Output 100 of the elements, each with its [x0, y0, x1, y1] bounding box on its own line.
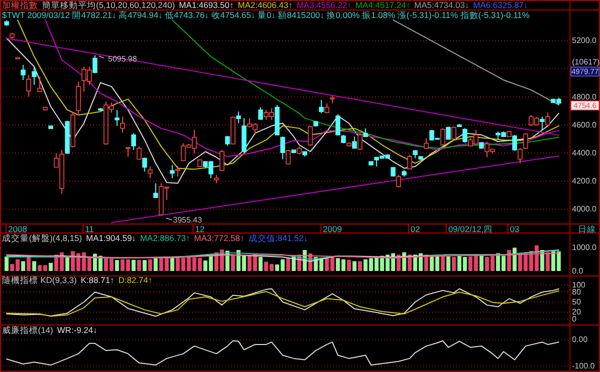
x-tick-label: 11 [85, 224, 94, 234]
annotation: $TWT 2009/03/12 開4782.21↓ 高4794.94↓ 低4743.76↓ 收4754.65↓ 量0↓ 額8415200↓ 換0.00% 振1.08% 漲(-5.31)-0.11% 指數(-5.31)-0.11% [2, 10, 530, 20]
candlestick [136, 146, 142, 160]
series-label: MA2:886.73↑ [140, 233, 190, 243]
bar [230, 254, 235, 271]
y-tick-label: 0 [572, 314, 577, 324]
line-series [6, 38, 560, 184]
candlestick [20, 64, 26, 80]
y-tick-label: 100 [572, 280, 586, 290]
series-label: D:82.74↑ [118, 275, 152, 285]
candlestick [440, 128, 446, 146]
y-tick-label: 4800.0 [572, 92, 598, 102]
line-series [6, 340, 560, 366]
y-tick-label: 1000.0 [572, 243, 598, 252]
candlestick [523, 132, 528, 150]
y-tick-label: 4000.0 [572, 204, 598, 214]
bar [258, 257, 263, 271]
candlestick [148, 166, 153, 179]
candlestick [462, 128, 468, 144]
text: MA6:6325.87↓ [473, 0, 528, 10]
candlestick [446, 126, 451, 140]
candlestick [336, 114, 340, 136]
line-series [172, 19, 560, 149]
x-tick-label: 03 [510, 224, 520, 234]
bar [154, 258, 158, 271]
candlestick [220, 149, 224, 172]
line-series [392, 19, 560, 106]
x-tick-label: 2008 [8, 224, 28, 234]
bar [452, 257, 456, 271]
y-tick-label: 50 [572, 298, 582, 306]
text: MA3:4556.22↑ [296, 0, 352, 10]
bar [21, 261, 26, 271]
bar [352, 261, 356, 271]
bar [48, 262, 53, 271]
x-tick-label: 02 [410, 224, 420, 234]
chart-subtitle: 簡單移動平均(5,10,20,60,120,240) [42, 0, 176, 10]
x-tick-label: 12 [195, 224, 205, 234]
candlestick [120, 116, 125, 134]
candlestick [308, 125, 313, 146]
candlestick [358, 132, 362, 150]
y-tick-label: 4200.0 [572, 176, 598, 186]
y-tick-label: -100.0 [572, 362, 596, 371]
candlestick [175, 165, 180, 178]
y-tick-label: 4600.0 [572, 120, 598, 130]
candlestick [545, 112, 550, 126]
annotation: 成交值:841.52↓ [248, 233, 308, 243]
candlestick [236, 111, 241, 124]
candlestick [32, 66, 37, 86]
series-label: K:88.71↑ [80, 275, 114, 285]
bar [4, 256, 9, 271]
candlestick [225, 136, 230, 146]
text: MA5:4734.03↓ [414, 0, 470, 10]
bar [65, 256, 70, 271]
candlestick [92, 54, 98, 74]
y-tick-label: 80 [572, 287, 582, 296]
candlestick [451, 126, 456, 140]
bar [32, 261, 36, 271]
candlestick [512, 134, 518, 152]
chart-title: 加權指數 [2, 0, 38, 10]
candlestick [324, 102, 330, 114]
candlestick [258, 106, 263, 120]
x-tick-label: 09/02/12,四 [448, 224, 493, 234]
candlestick [286, 149, 291, 165]
x-tick-label: 2009 [322, 224, 342, 234]
y-tick-label: 4400.0 [572, 148, 598, 158]
bar [115, 260, 120, 271]
bar [512, 248, 517, 271]
bar [507, 250, 512, 271]
candlestick [142, 157, 148, 172]
bar [137, 260, 142, 271]
candlestick [153, 182, 158, 198]
bar [479, 254, 484, 271]
bar [170, 257, 174, 271]
text: 日線 [578, 224, 596, 234]
candlestick [280, 136, 286, 160]
chart-title: 隨機指標 KD(9,3,3) [2, 275, 77, 285]
candlestick [131, 132, 136, 150]
series-label: MA3:772.58↑ [194, 233, 244, 243]
candlestick [26, 74, 32, 98]
text: MA2:4606.43↑ [238, 0, 293, 10]
candlestick [37, 76, 42, 92]
y-tick-label: 20 [572, 308, 582, 317]
candlestick [396, 174, 402, 188]
y-tick-label: 0.00 [572, 335, 588, 344]
candlestick [170, 164, 175, 179]
candlestick [126, 146, 130, 158]
text: MA1:4693.50↑ [178, 0, 234, 10]
bar [148, 259, 152, 271]
y-tick-label: 0.0 [572, 266, 584, 276]
bar [446, 256, 450, 271]
bar [546, 252, 550, 271]
y-tick-label: 5200.0 [572, 36, 598, 46]
bar [440, 256, 445, 271]
annotation: 3955.43 [173, 216, 202, 224]
bar [132, 260, 136, 271]
candlestick [518, 148, 523, 164]
text: MA4:4517.24↑ [355, 0, 410, 10]
bar [142, 260, 147, 271]
candlestick [407, 154, 412, 170]
series-label: WR:-9.24↓ [57, 325, 98, 335]
